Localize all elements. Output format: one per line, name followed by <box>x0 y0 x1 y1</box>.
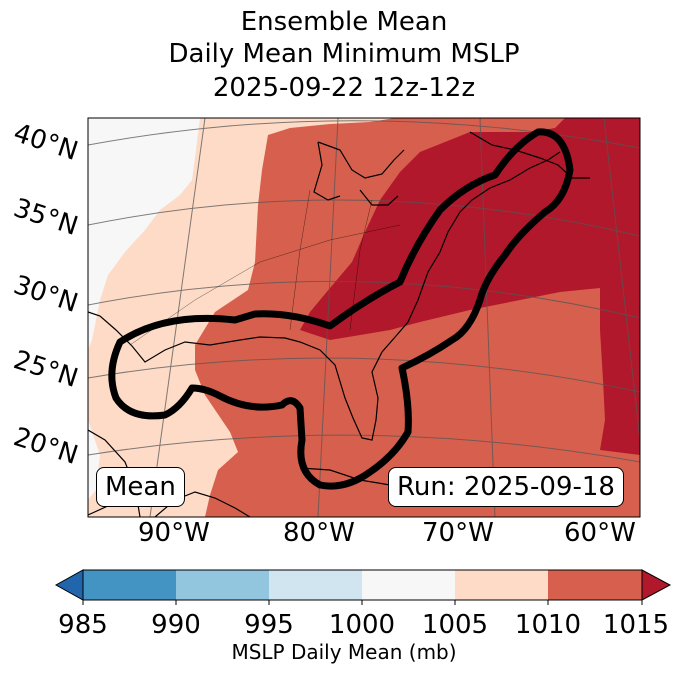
colorbar-tick-985: 985 <box>58 610 108 640</box>
colorbar-tick-1005: 1005 <box>422 610 488 640</box>
lon-label-60: 60°W <box>564 518 636 548</box>
colorbar-bin-1010 <box>548 570 642 600</box>
map-panel <box>88 118 640 517</box>
graticule <box>88 118 640 517</box>
run-label: Run: 2025-09-18 <box>388 467 624 507</box>
field-1000-1005 <box>88 118 200 500</box>
lat-label-40: 40°N <box>10 118 82 167</box>
colorbar-under-arrow <box>54 569 84 601</box>
lat-label-30: 30°N <box>10 270 82 319</box>
map-frame <box>87 117 641 518</box>
lon-label-80: 80°W <box>283 518 355 548</box>
colorbar-bin-1000 <box>362 570 455 600</box>
title-line-1: Ensemble Mean <box>240 7 448 37</box>
colorbar-bin-985 <box>83 570 176 600</box>
title-line-2: Daily Mean Minimum MSLP <box>168 39 520 69</box>
lat-label-25: 25°N <box>10 345 82 394</box>
title-line-3: 2025-09-22 12z-12z <box>212 73 476 103</box>
bold-contour <box>108 128 574 490</box>
colorbar-over-arrow <box>641 569 672 601</box>
colorbar: 985 990 995 1000 1005 1010 1015 <box>54 569 672 640</box>
colorbar-label: MSLP Daily Mean (mb) <box>231 640 457 664</box>
colorbar-tick-990: 990 <box>151 610 201 640</box>
colorbar-bin-995 <box>269 570 362 600</box>
colorbar-bin-1005 <box>455 570 548 600</box>
lon-label-70: 70°W <box>422 518 494 548</box>
lat-label-20: 20°N <box>10 422 82 471</box>
mean-label: Mean <box>96 467 185 507</box>
colorbar-tick-995: 995 <box>244 610 294 640</box>
colorbar-bin-990 <box>176 570 269 600</box>
borders <box>129 189 401 346</box>
colorbar-tick-1015: 1015 <box>603 610 669 640</box>
colorbar-tick-1010: 1010 <box>515 610 581 640</box>
lon-label-90: 90°W <box>138 518 210 548</box>
colorbar-tick-1000: 1000 <box>329 610 395 640</box>
lat-label-35: 35°N <box>10 193 82 242</box>
